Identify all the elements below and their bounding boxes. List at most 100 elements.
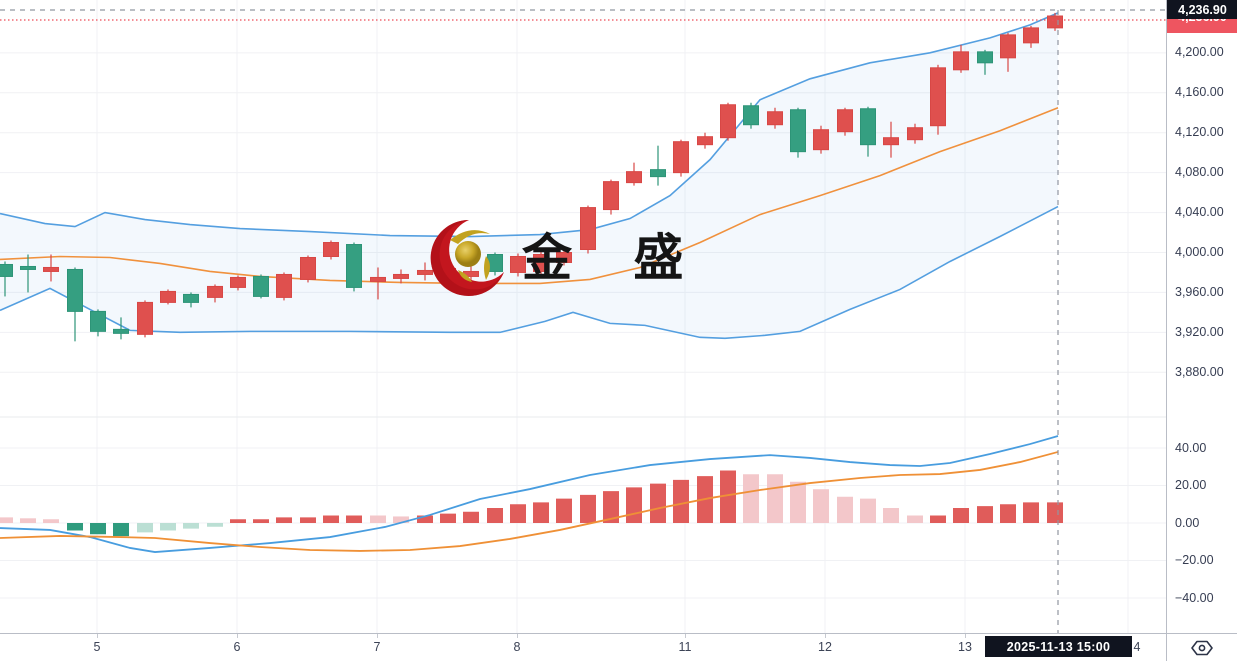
histogram-bar [510, 504, 526, 523]
histogram-bar [253, 519, 269, 523]
histogram-bar [440, 513, 456, 523]
histogram-bar [650, 483, 666, 523]
candle-body [907, 127, 923, 141]
histogram-bar [323, 515, 339, 523]
histogram-bar [837, 496, 853, 523]
price-axis[interactable]: 4,236.90 4,236.90 4,200.004,160.004,120.… [1166, 0, 1237, 633]
candle-body [487, 253, 503, 272]
histogram-bar [743, 474, 759, 523]
candle-body [230, 276, 246, 288]
candle-body [253, 275, 269, 297]
candle-body [300, 256, 316, 280]
price-axis-label: 3,960.00 [1175, 284, 1224, 299]
candle-body [837, 109, 853, 133]
histogram-bar [20, 518, 36, 523]
candle-body [393, 273, 409, 279]
candle-body [883, 137, 899, 146]
candle-body [20, 265, 36, 270]
price-axis-label: 4,120.00 [1175, 125, 1224, 140]
histogram-bar [113, 523, 129, 537]
candle-body [67, 268, 83, 312]
histogram-bar [533, 502, 549, 523]
candle-body [0, 263, 13, 277]
candle-body [556, 251, 572, 263]
histogram-bar [930, 515, 946, 523]
histogram-bar [463, 511, 479, 523]
histogram-bar [346, 515, 362, 523]
candle-body [626, 171, 642, 184]
histogram-bar [417, 515, 433, 523]
candle-body [323, 242, 339, 257]
histogram-bar [1047, 502, 1063, 523]
candle-body [977, 51, 993, 64]
candle-body [790, 109, 806, 153]
candle-body [113, 328, 129, 334]
candle-body [697, 136, 713, 146]
candle-body [370, 276, 386, 282]
candle-body [953, 51, 969, 71]
histogram-bar [230, 519, 246, 523]
time-axis-tick [685, 634, 686, 638]
histogram-bar [207, 523, 223, 527]
histogram-bar [767, 474, 783, 523]
price-axis-label: 4,080.00 [1175, 165, 1224, 180]
histogram-bar [626, 487, 642, 523]
candle-body [346, 244, 362, 288]
candle-body [650, 169, 666, 178]
chart-plot-area[interactable]: 金 盛 [0, 0, 1166, 633]
time-axis-label: 13 [958, 640, 972, 654]
histogram-bar [300, 517, 316, 523]
price-axis-label: 3,880.00 [1175, 364, 1224, 379]
histogram-bar [43, 519, 59, 523]
candle-body [533, 253, 549, 272]
time-axis-label: 6 [233, 640, 241, 654]
price-scale-eye-icon[interactable] [1191, 640, 1213, 656]
histogram-bar [907, 515, 923, 523]
histogram-bar [1023, 502, 1039, 523]
candle-body [860, 108, 876, 146]
histogram-bar [720, 470, 736, 523]
histogram-bar [580, 494, 596, 523]
crosshair-time-badge: 2025-11-13 15:00 [985, 636, 1132, 657]
histogram-bar [673, 479, 689, 523]
time-axis-label-partial: 4 [1133, 640, 1141, 654]
price-axis-label: 4,200.00 [1175, 45, 1224, 60]
price-axis-label: 4,040.00 [1175, 205, 1224, 220]
candle-body [440, 267, 456, 275]
candle-body [417, 269, 433, 275]
histogram-bar [953, 508, 969, 523]
time-axis-tick [825, 634, 826, 638]
candle-body [930, 67, 946, 127]
histogram-bar [790, 481, 806, 523]
histogram-bar [370, 515, 386, 523]
candlestick-chart-canvas[interactable] [0, 0, 1166, 633]
time-axis-label: 7 [373, 640, 381, 654]
time-axis-label: 12 [818, 640, 832, 654]
histogram-bar [137, 523, 153, 533]
crosshair-price-badge: 4,236.90 [1167, 0, 1237, 19]
candle-body [1047, 15, 1063, 29]
candle-body [1000, 34, 1016, 59]
indicator-axis-label: −40.00 [1175, 590, 1214, 605]
time-axis-tick [377, 634, 378, 638]
candle-body [510, 255, 526, 273]
histogram-bar [183, 523, 199, 529]
time-axis-label: 11 [678, 640, 692, 654]
candle-body [160, 290, 176, 303]
histogram-bar [977, 506, 993, 523]
candle-body [43, 266, 59, 272]
price-axis-label: 4,000.00 [1175, 244, 1224, 259]
histogram-bar [160, 523, 176, 531]
candle-body [580, 207, 596, 251]
time-axis-tick [965, 634, 966, 638]
histogram-bar [556, 498, 572, 523]
histogram-bar [1000, 504, 1016, 523]
histogram-bar [813, 489, 829, 523]
indicator-axis-label: 40.00 [1175, 440, 1207, 455]
axis-settings-corner[interactable] [1166, 633, 1237, 661]
candle-body [603, 181, 619, 211]
candle-body [673, 141, 689, 174]
histogram-bar [603, 491, 619, 523]
time-axis[interactable]: 2025-11-13 15:00 5 6 7 8 11 12 13 4 [0, 633, 1166, 661]
candle-body [276, 273, 292, 298]
